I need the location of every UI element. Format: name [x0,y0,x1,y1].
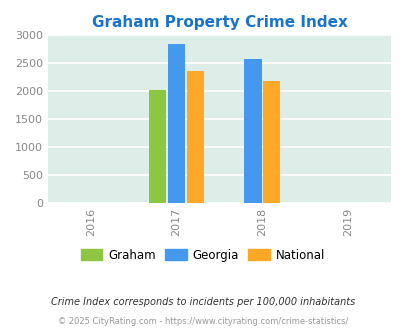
Bar [244,59,261,203]
Bar [168,44,185,203]
Text: © 2025 CityRating.com - https://www.cityrating.com/crime-statistics/: © 2025 CityRating.com - https://www.city… [58,317,347,326]
Bar [149,90,166,203]
Legend: Graham, Georgia, National: Graham, Georgia, National [76,244,329,266]
Bar [186,71,204,203]
Bar [262,81,280,203]
Text: Crime Index corresponds to incidents per 100,000 inhabitants: Crime Index corresponds to incidents per… [51,297,354,307]
Title: Graham Property Crime Index: Graham Property Crime Index [92,15,347,30]
